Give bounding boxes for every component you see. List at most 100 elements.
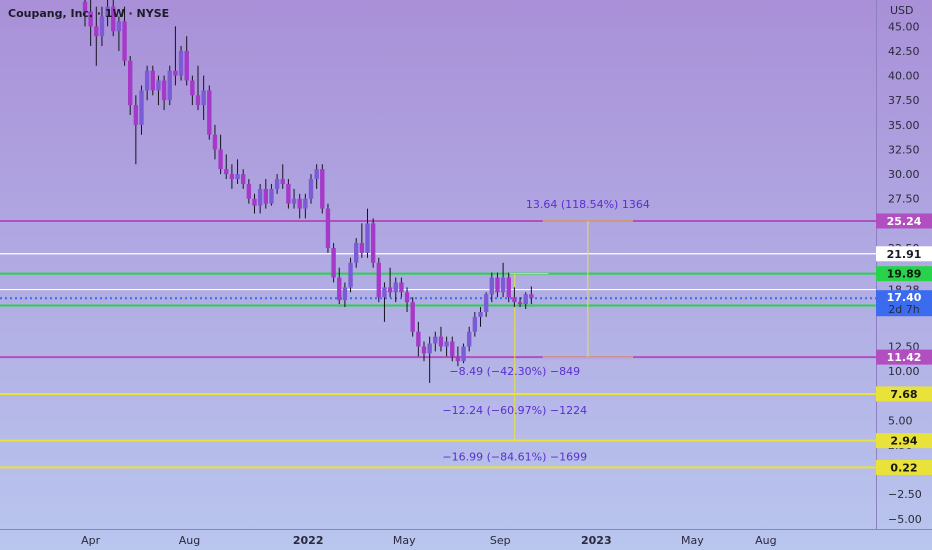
price-badge-label: 0.22 [890,461,917,474]
candle-body [399,282,404,293]
price-badge-0 [876,213,932,229]
candle-body [308,179,314,199]
chart-title: Coupang, Inc. · 1W · NYSE [8,7,169,20]
candle-body [218,149,223,170]
candle-body [331,247,336,278]
candle-body [139,90,144,125]
candle-body [224,169,229,175]
measure-up-label: 13.64 (118.54%) 1364 [526,198,650,211]
time-axis: Apr Aug 2022 May Sep 2023 May Aug [81,534,776,547]
x-tick-label: 2022 [293,534,324,547]
candle-body [382,287,387,298]
candle-body [421,346,427,354]
candle-body [235,174,240,180]
horizontal-levels [0,219,876,469]
candle-body [229,174,235,180]
measure-tools: 13.64 (118.54%) 1364 −8.49 (−42.30%) −849… [442,198,649,464]
candle-body [500,277,506,293]
price-badge-1 [876,246,932,262]
x-tick-label: May [681,534,704,547]
candle-body [173,70,178,76]
candle-body [190,80,195,96]
x-tick-label: 2023 [581,534,612,547]
candle-body [263,188,268,204]
price-badge-6 [876,386,932,402]
price-badge-label: 19.89 [887,268,922,281]
candle-body [348,262,353,288]
candle-body [246,183,252,199]
candle-body [128,60,133,106]
candle-body [291,198,297,204]
y-tick-label: 37.50 [888,94,920,107]
candle-body [472,316,478,332]
candle-body [410,302,415,332]
candle-body [195,95,201,106]
candle-body [370,223,376,263]
y-tick-label: 10.00 [888,365,920,378]
y-tick-label: 27.50 [888,193,920,206]
candle-body [144,70,150,91]
candle-body [314,169,319,180]
x-tick-label: Aug [179,534,200,547]
price-badge-2 [876,266,932,282]
candle-body [82,1,88,12]
price-badge-label: 7.68 [890,388,917,401]
candle-body [365,223,370,253]
candle-body [342,287,348,301]
candle-body [529,294,534,299]
candle-body [178,50,184,76]
candle-body [427,343,432,354]
candle-body [201,90,206,106]
candle-body [122,21,127,61]
candle-body [416,331,421,347]
candle-body [404,292,410,303]
bar-countdown-label: 2d 7h [888,303,919,316]
candle-body [325,208,331,248]
candle-body [286,183,291,204]
price-badge-7 [876,433,932,449]
candle-body [111,6,116,32]
candle-body [297,198,302,209]
candle-body [161,80,167,101]
x-tick-label: Apr [81,534,101,547]
candle-body [438,336,444,347]
x-tick-label: May [393,534,416,547]
y-tick-label: 35.00 [888,119,920,132]
candle-body [156,80,161,91]
y-tick-label: 30.00 [888,168,920,181]
candle-body [94,26,99,37]
candle-body [489,277,494,295]
candle-body [483,294,489,312]
candle-body [523,294,528,305]
candle-body [512,297,517,303]
candle-body [274,179,280,189]
candle-body [105,6,110,17]
current-price-badge [876,290,932,317]
candle-body [467,331,472,347]
measure-down-label-1: −8.49 (−42.30%) −849 [449,365,580,378]
candle-body [450,341,455,357]
candle-body [257,188,263,206]
x-tick-label: Aug [755,534,776,547]
price-badge-5 [876,349,932,365]
y-tick-label: 42.50 [888,45,920,58]
candle-body [359,243,365,253]
candle-body [376,262,381,298]
candle-body [280,179,285,184]
current-price-label: 17.40 [887,291,922,304]
candle-body [387,287,393,293]
y-tick-label: 45.00 [888,20,920,33]
measure-down-label-3: −16.99 (−84.61%) −1699 [442,451,587,464]
candle-body [207,90,212,135]
candle-body [461,346,466,362]
candle-body [269,188,274,204]
candle-body [150,70,155,91]
candle-body [167,70,172,101]
y-tick-label: 5.00 [888,414,913,427]
candle-body [320,169,325,209]
candle-body [184,50,189,81]
candle-body [88,11,93,27]
